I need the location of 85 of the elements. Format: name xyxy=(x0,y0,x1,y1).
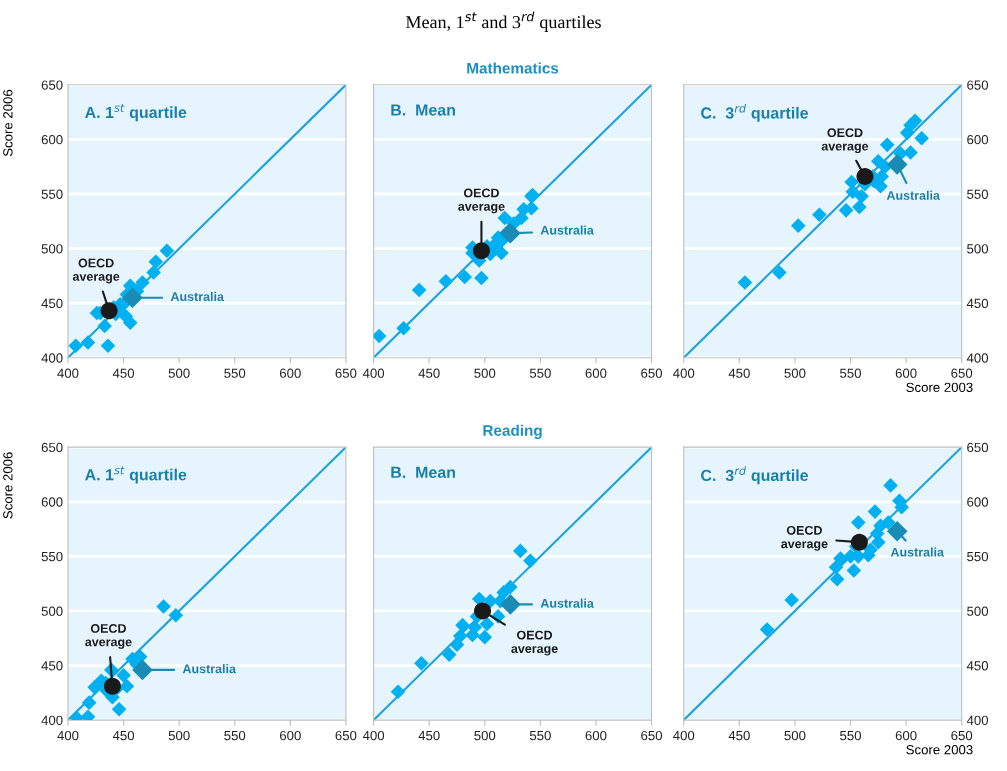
x-tick-label: 450 xyxy=(112,730,135,741)
y2-tick-label: 450 xyxy=(966,298,989,309)
x-tick-label: 650 xyxy=(335,730,357,741)
x-tick-label: 550 xyxy=(840,368,861,378)
y-tick-label: 500 xyxy=(41,244,63,254)
x-tick-label: 600 xyxy=(585,368,607,378)
y2-tick-label: 400 xyxy=(966,353,989,363)
y-tick-label: 400 xyxy=(41,353,63,363)
y2-tick-label: 550 xyxy=(967,551,989,562)
y-tick-label: 550 xyxy=(41,189,63,199)
text: A. 1$^{st}$ quartile xyxy=(85,466,187,484)
x-tick-label: 650 xyxy=(335,368,357,378)
x-tick-label: 400 xyxy=(362,368,385,378)
text: C. 3$^{rd}$ quartile xyxy=(701,103,809,122)
x-tick-label: 450 xyxy=(112,368,135,378)
x-tick-label: 400 xyxy=(57,368,79,378)
x-tick-label: 650 xyxy=(951,368,973,378)
y2-tick-label: 600 xyxy=(967,134,989,145)
y-tick-label: 550 xyxy=(41,551,63,562)
x-tick-label: 650 xyxy=(951,730,973,741)
x-tick-label: 650 xyxy=(641,730,663,741)
y-axis-title: Score 2006 xyxy=(3,452,13,519)
text: OECD average xyxy=(458,188,505,214)
y2-tick-label: 500 xyxy=(967,244,989,254)
x-tick-label: 500 xyxy=(474,730,496,741)
x-tick-label: 550 xyxy=(529,730,551,741)
x-tick-label: 400 xyxy=(673,730,695,741)
y-tick-label: 650 xyxy=(41,80,63,90)
x-tick-label: 450 xyxy=(728,730,750,741)
x-tick-label: 550 xyxy=(840,730,861,741)
x-axis-title: Score 2003 xyxy=(906,745,973,755)
legend-label: Australia xyxy=(182,664,237,674)
x-tick-label: 500 xyxy=(168,730,190,741)
y2-tick-label: 550 xyxy=(967,189,989,199)
y2-tick-label: 650 xyxy=(967,80,989,90)
y2-tick-label: 400 xyxy=(966,715,989,726)
chart-subtitle: Reading xyxy=(483,424,542,439)
x-tick-label: 600 xyxy=(895,368,917,378)
x-tick-label: 500 xyxy=(784,730,806,741)
y2-tick-label: 500 xyxy=(967,606,989,616)
text: A. 1$^{st}$ quartile xyxy=(85,103,187,122)
text: C. 3$^{rd}$ quartile xyxy=(701,466,809,485)
y-tick-label: 450 xyxy=(41,298,63,309)
legend-label: Australia xyxy=(170,291,225,302)
x-tick-label: 500 xyxy=(168,368,190,378)
x-tick-label: 600 xyxy=(279,368,301,378)
y-tick-label: 500 xyxy=(41,606,63,616)
x-tick-label: 450 xyxy=(728,368,750,378)
x-axis-title: Score 2003 xyxy=(906,382,973,392)
chart-subtitle: Mathematics xyxy=(467,62,559,74)
x-tick-label: 600 xyxy=(279,730,301,741)
text: Mean, 1$^{st}$ and 3$^{rd}$ quartiles xyxy=(405,11,601,32)
y2-tick-label: 600 xyxy=(967,497,989,507)
x-tick-label: 600 xyxy=(895,730,917,741)
y-tick-label: 600 xyxy=(41,134,63,145)
series-label: OECD average xyxy=(72,258,120,284)
x-tick-label: 400 xyxy=(362,730,385,741)
y2-tick-label: 650 xyxy=(967,442,989,453)
x-tick-label: 400 xyxy=(57,730,79,741)
legend-label: Australia xyxy=(540,225,594,235)
x-tick-label: 400 xyxy=(673,368,695,378)
x-tick-label: 500 xyxy=(784,368,806,378)
text: B. Mean xyxy=(391,104,455,116)
text: B. Mean xyxy=(391,466,455,479)
y-axis-title: Score 2006 xyxy=(3,89,13,157)
legend-label: Australia xyxy=(886,190,941,200)
text: OECD average xyxy=(511,630,558,656)
x-tick-label: 450 xyxy=(418,368,440,378)
x-tick-label: 550 xyxy=(224,730,246,741)
y-tick-label: 450 xyxy=(41,661,63,671)
y-tick-label: 400 xyxy=(41,715,63,726)
x-tick-label: 450 xyxy=(418,730,440,741)
y-tick-label: 600 xyxy=(41,497,63,507)
x-tick-label: 500 xyxy=(474,368,496,378)
y2-tick-label: 450 xyxy=(966,661,989,671)
legend-label: Australia xyxy=(540,598,594,608)
series-label: Australia xyxy=(890,547,945,557)
x-tick-label: 600 xyxy=(585,730,607,741)
series-label: OECD average xyxy=(821,128,869,154)
x-tick-label: 550 xyxy=(224,368,246,378)
x-tick-label: 650 xyxy=(641,368,663,378)
legend-label: OECD average xyxy=(781,525,828,551)
x-tick-label: 550 xyxy=(529,368,551,378)
text: OECD average xyxy=(85,624,132,649)
y-tick-label: 650 xyxy=(41,442,63,453)
